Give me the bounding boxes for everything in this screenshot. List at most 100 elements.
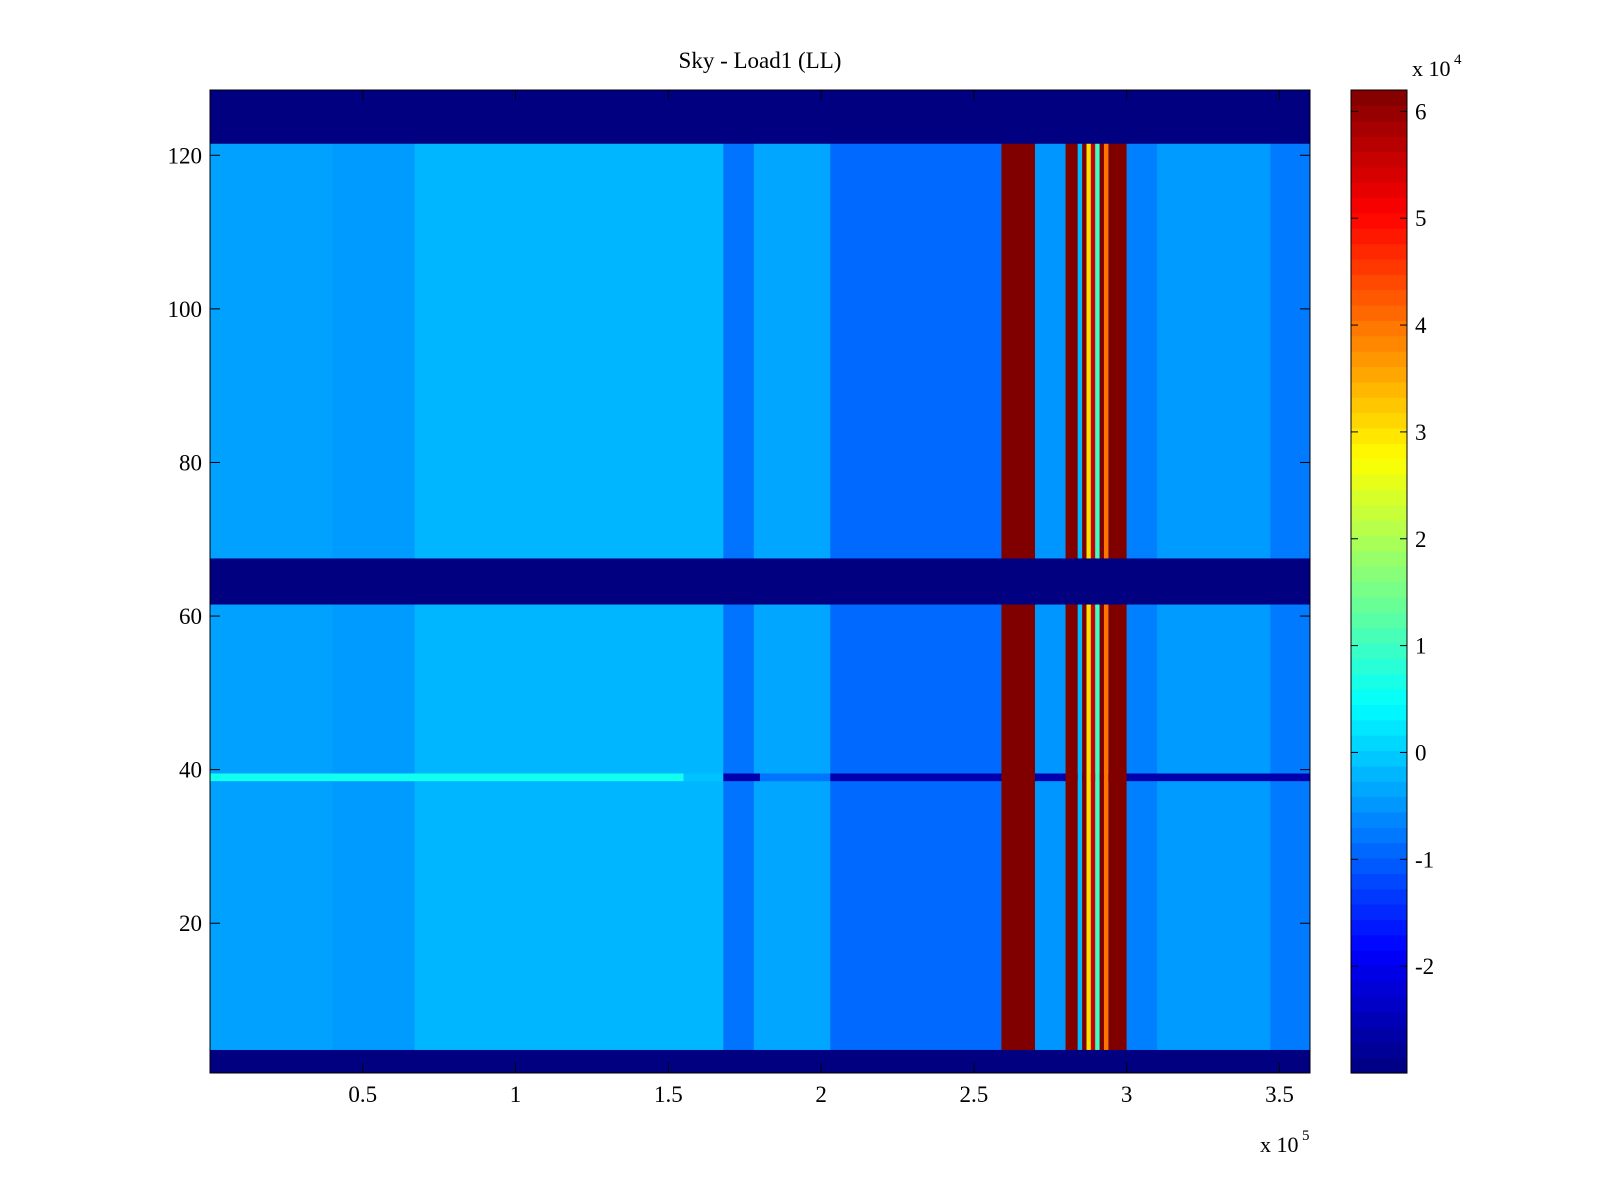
colorbar-segment — [1351, 596, 1407, 613]
colorbar-segment — [1351, 427, 1407, 444]
x-multiplier-base: x 10 — [1260, 1132, 1299, 1157]
colorbar-segment — [1351, 120, 1407, 137]
x-tick-label: 3.5 — [1265, 1082, 1294, 1107]
colorbar-segment — [1351, 857, 1407, 874]
colorbar-segment — [1351, 258, 1407, 275]
y-tick-label: 100 — [168, 297, 203, 322]
x-tick-label: 1 — [510, 1082, 522, 1107]
colorbar-segment — [1351, 1057, 1407, 1074]
heatmap-masked-row-band — [210, 558, 1310, 605]
svg-text:4: 4 — [1454, 52, 1462, 68]
colorbar-segment — [1351, 166, 1407, 183]
heatmap-masked-row-band — [210, 1049, 1310, 1073]
x-tick-label: 1.5 — [654, 1082, 683, 1107]
colorbar-segment — [1351, 873, 1407, 890]
colorbar-segment — [1351, 397, 1407, 414]
colorbar-segment — [1351, 458, 1407, 475]
colorbar-segment — [1351, 243, 1407, 260]
colorbar-segment — [1351, 305, 1407, 321]
colorbar-segment — [1351, 965, 1407, 982]
colorbar-segment — [1351, 827, 1407, 844]
colorbar-segment — [1351, 566, 1407, 583]
colorbar-tick-label: 2 — [1415, 527, 1427, 552]
colorbar-segment — [1351, 796, 1407, 813]
colorbar-tick-label: 6 — [1415, 99, 1427, 124]
colorbar-frame — [1350, 89, 1408, 1074]
colorbar-segment — [1351, 919, 1407, 936]
x-multiplier-exponent: 5 — [1302, 1128, 1310, 1144]
colorbar-multiplier-base: x 10 — [1412, 56, 1451, 81]
colorbar-segment — [1351, 1026, 1407, 1043]
colorbar-segment — [1351, 489, 1407, 506]
x-axis-multiplier: x 10 5 — [1260, 1128, 1310, 1157]
y-tick-label: 80 — [179, 450, 202, 475]
colorbar-segment — [1351, 535, 1407, 552]
heatmap-anomaly-row-segment — [683, 773, 724, 782]
colorbar-axes: -2 -1 0 1 2 3 4 5 6 — [1350, 89, 1434, 1074]
colorbar-tick-label: 3 — [1415, 420, 1427, 445]
colorbar-segment — [1351, 735, 1407, 752]
colorbar-segment — [1351, 781, 1407, 798]
plot-frame — [209, 89, 1311, 1074]
colorbar-segment — [1351, 351, 1407, 368]
svg-text:x 10: x 10 — [1412, 56, 1451, 81]
colorbar-segment — [1351, 151, 1407, 168]
colorbar-segment — [1351, 612, 1407, 629]
colorbar — [1351, 90, 1407, 1074]
colorbar-segment — [1351, 842, 1407, 859]
colorbar-segment — [1351, 320, 1407, 337]
y-tick-label: 20 — [179, 911, 202, 936]
colorbar-segment — [1351, 642, 1407, 659]
y-tick-label: 120 — [168, 143, 203, 168]
colorbar-segment — [1351, 90, 1407, 106]
colorbar-segment — [1351, 1042, 1407, 1059]
colorbar-segment — [1351, 212, 1407, 229]
colorbar-tick-label: -1 — [1415, 847, 1434, 872]
colorbar-segment — [1351, 197, 1407, 214]
colorbar-segment — [1351, 520, 1407, 537]
colorbar-segment — [1351, 182, 1407, 199]
colorbar-segment — [1351, 996, 1407, 1013]
colorbar-segment — [1351, 904, 1407, 921]
heatmap-anomaly-row-segment — [760, 773, 831, 782]
y-tick-label: 40 — [179, 758, 202, 783]
colorbar-segment — [1351, 381, 1407, 398]
colorbar-segment — [1351, 412, 1407, 429]
plot-area — [210, 90, 1310, 1073]
colorbar-segment — [1351, 658, 1407, 675]
x-tick-label: 3 — [1121, 1082, 1133, 1107]
heatmap-anomaly-row-segment — [723, 773, 760, 782]
colorbar-segment — [1351, 1011, 1407, 1028]
colorbar-segment — [1351, 136, 1407, 153]
x-tick-label: 2 — [815, 1082, 827, 1107]
colorbar-segment — [1351, 289, 1407, 306]
colorbar-segment — [1351, 689, 1407, 705]
colorbar-segment — [1351, 366, 1407, 383]
colorbar-segment — [1351, 811, 1407, 828]
colorbar-tick-label: 5 — [1415, 206, 1427, 231]
colorbar-segment — [1351, 750, 1407, 767]
colorbar-segment — [1351, 950, 1407, 967]
chart-title: Sky - Load1 (LL) — [679, 48, 842, 73]
colorbar-segment — [1351, 105, 1407, 122]
heatmap-masked-row-band — [210, 90, 1310, 144]
colorbar-segment — [1351, 673, 1407, 690]
plot-axes: 0.5 1 1.5 2 2.5 3 3.5 20 40 60 80 100 120 — [168, 89, 1311, 1107]
colorbar-tick-label: -2 — [1415, 954, 1434, 979]
svg-text:x 10: x 10 — [1260, 1132, 1299, 1157]
colorbar-segment — [1351, 504, 1407, 521]
colorbar-tick-label: 4 — [1415, 313, 1427, 338]
colorbar-segment — [1351, 980, 1407, 997]
colorbar-segment — [1351, 443, 1407, 460]
x-tick-label: 0.5 — [348, 1082, 377, 1107]
colorbar-tick-label: 0 — [1415, 740, 1427, 765]
colorbar-segment — [1351, 335, 1407, 352]
colorbar-segment — [1351, 719, 1407, 736]
colorbar-segment — [1351, 473, 1407, 490]
colorbar-segment — [1351, 581, 1407, 598]
colorbar-segment — [1351, 765, 1407, 782]
colorbar-segment — [1351, 627, 1407, 644]
colorbar-segment — [1351, 934, 1407, 951]
colorbar-segment — [1351, 888, 1407, 905]
